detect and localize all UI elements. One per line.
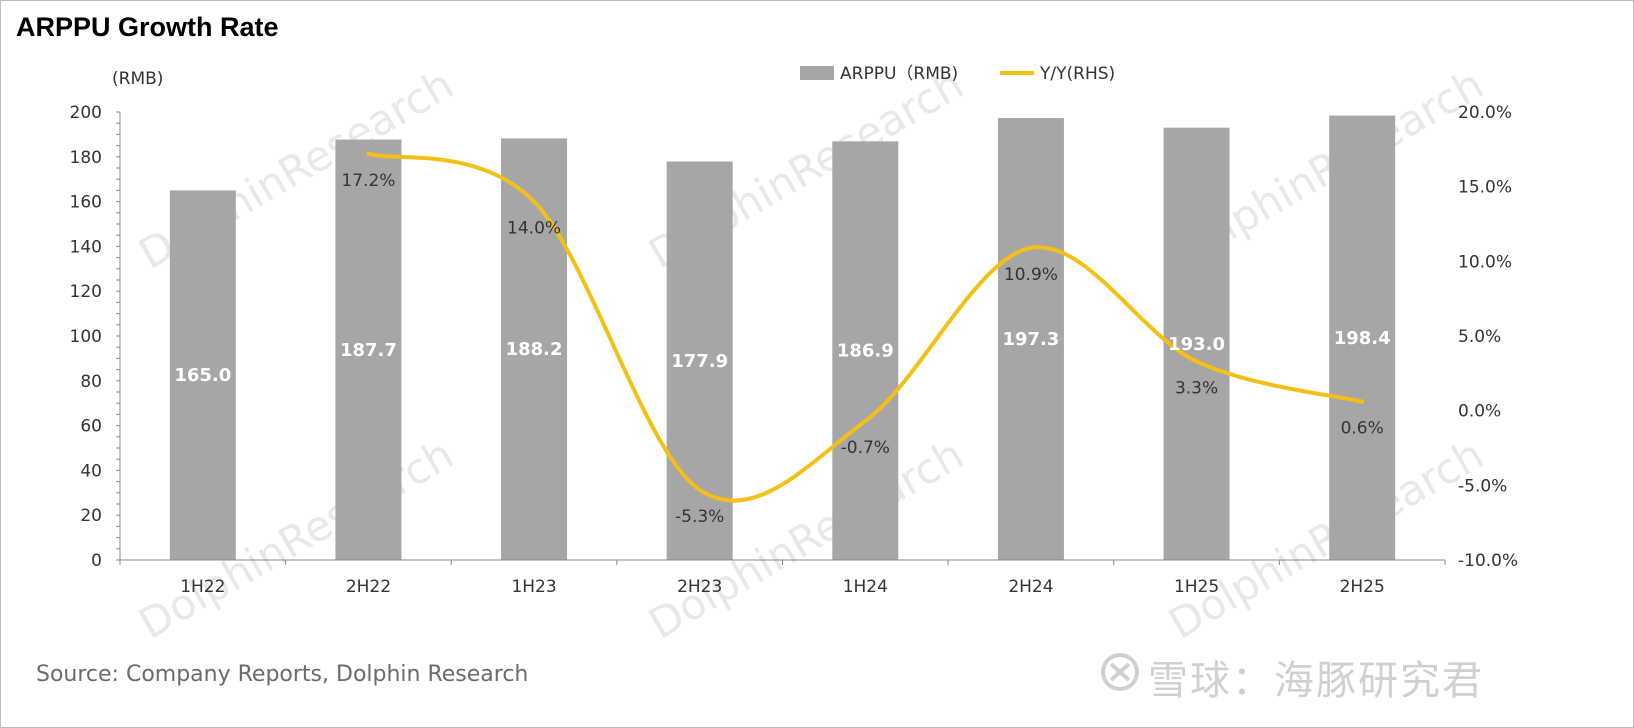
yoy-value-label: 3.3% [1175,378,1218,398]
chart-title: ARPPU Growth Rate [16,12,279,42]
left-tick-label: 80 [80,372,102,392]
bar-2H24 [997,118,1064,560]
yoy-value-label: 17.2% [341,171,395,191]
yoy-value-label: 10.9% [1004,265,1058,285]
bar-value-label: 193.0 [1168,334,1225,355]
left-tick-label: 160 [70,193,102,213]
left-tick-label: 200 [70,103,102,123]
x-tick-label: 1H23 [511,577,556,597]
left-tick-label: 0 [91,551,102,571]
source-note: Source: Company Reports, Dolphin Researc… [36,662,529,687]
x-tick-label: 1H25 [1174,577,1219,597]
data-labels: 165.0 187.7 188.2 177.9 186.9 197.3 193.0 198.4… [174,171,1390,527]
left-tick-label: 100 [70,327,102,347]
left-tick-label: 180 [70,148,102,168]
bar-value-label: 186.9 [837,341,894,362]
right-tick-label: -5.0% [1458,476,1507,496]
bar-2H22 [335,139,402,560]
bar-1H24 [832,141,899,560]
bar-value-label: 188.2 [506,339,563,360]
brand-logo-icon [1101,653,1139,691]
bar-2H23 [666,161,733,560]
bar-1H22 [169,190,236,560]
axes: 0 20 40 60 80 100 120 140 160 180 200 -10.0% -5.0% 0.… [70,69,1519,597]
bar-value-label: 177.9 [671,351,728,372]
bar-2H25 [1329,115,1396,561]
right-tick-label: 0.0% [1458,402,1501,422]
bar-value-label: 165.0 [174,365,231,386]
right-tick-label: 20.0% [1458,103,1512,123]
legend-bar-swatch [800,66,834,80]
x-tick-label: 2H25 [1340,577,1385,597]
yoy-value-label: 0.6% [1341,419,1384,439]
yoy-line [366,151,1365,503]
left-tick-label: 140 [70,237,102,257]
left-tick-label: 60 [80,417,102,437]
brand-watermark: 雪球：海豚研究君 [1148,658,1484,704]
bar-value-label: 187.7 [340,340,397,361]
yoy-value-label: 14.0% [507,219,561,239]
x-tick-label: 1H22 [180,577,225,597]
left-axis-unit: (RMB) [112,69,163,89]
yoy-value-label: -0.7% [841,438,890,458]
x-tick-label: 2H24 [1008,577,1053,597]
bar-1H23 [501,138,568,560]
right-tick-label: 10.0% [1458,252,1512,272]
x-tick-label: 2H23 [677,577,722,597]
x-tick-label: 1H24 [843,577,888,597]
legend: ARPPU（RMB) Y/Y(RHS) [800,64,1115,84]
left-tick-label: 120 [70,282,102,302]
left-tick-label: 40 [80,461,102,481]
bar-1H25 [1163,127,1230,561]
right-tick-label: 15.0% [1458,178,1512,198]
bar-value-label: 198.4 [1334,328,1391,349]
right-tick-label: -10.0% [1458,551,1518,571]
bar-value-label: 197.3 [1002,329,1059,350]
line-series [366,151,1365,503]
right-tick-label: 5.0% [1458,327,1501,347]
x-tick-label: 2H22 [346,577,391,597]
legend-bar-label: ARPPU（RMB) [840,64,958,84]
yoy-value-label: -5.3% [675,507,724,527]
bar-series [169,115,1396,561]
left-tick-label: 20 [80,506,102,526]
legend-line-label: Y/Y(RHS) [1039,64,1115,84]
